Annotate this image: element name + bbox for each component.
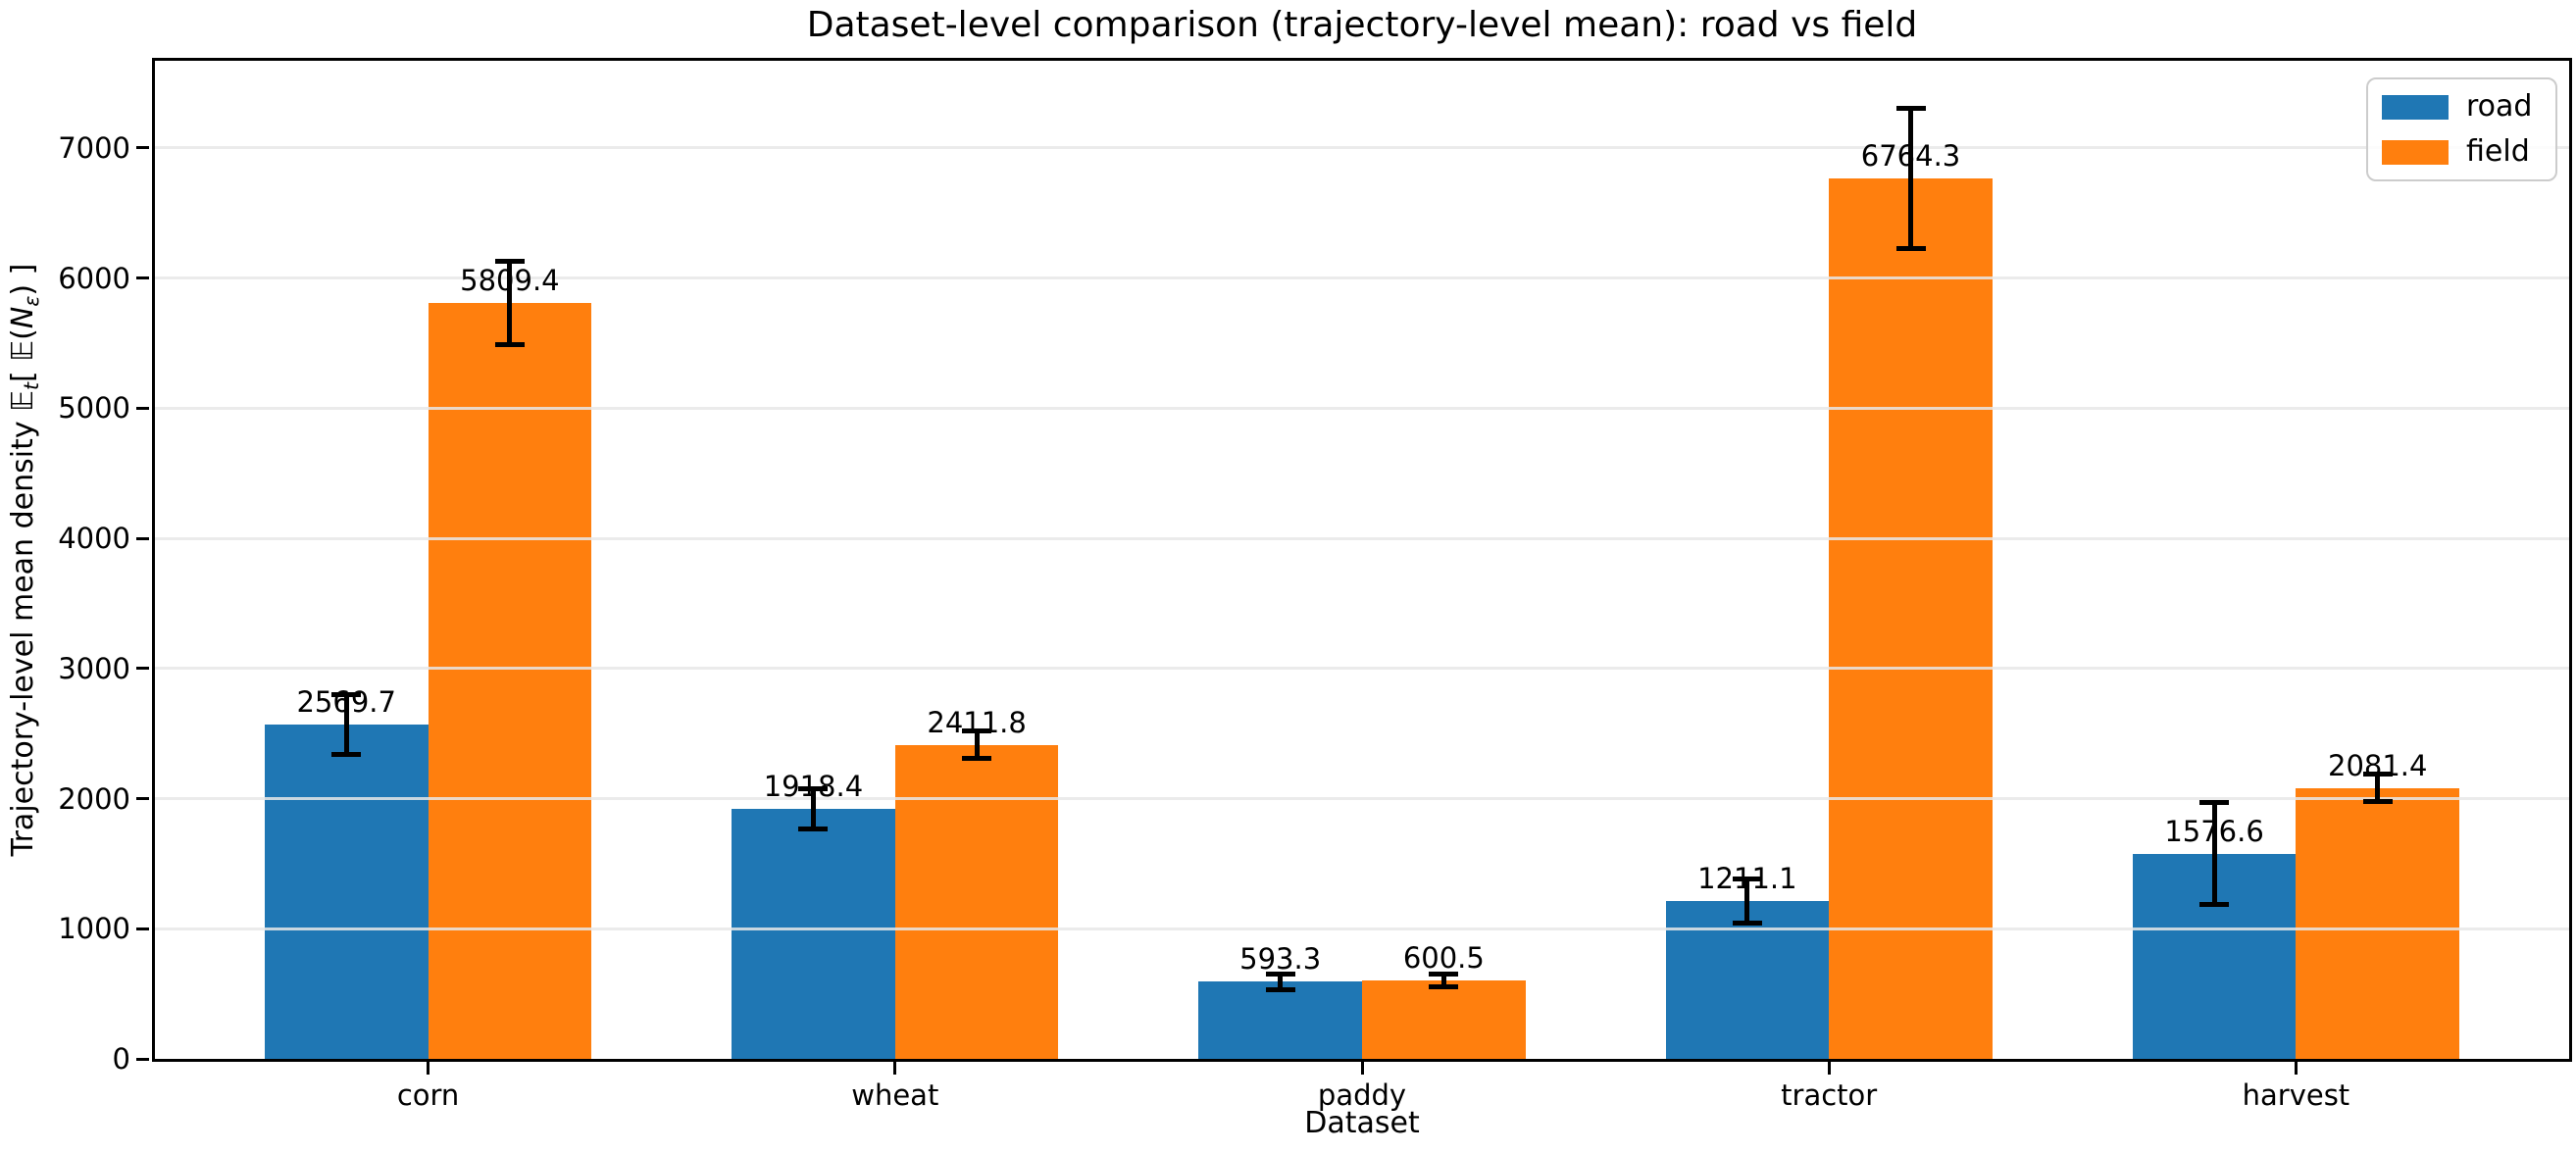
error-bar-cap-bottom-field-paddy [1429, 984, 1459, 990]
x-tick-label-tractor: tractor [1781, 1078, 1878, 1112]
y-axis-label-segment: ( [6, 328, 41, 340]
error-bar-road-tractor [1744, 878, 1750, 924]
y-tick-mark-5000 [136, 406, 149, 410]
x-tick-label-harvest: harvest [2242, 1078, 2350, 1112]
error-bar-cap-bottom-field-corn [494, 341, 525, 347]
x-tick-label-paddy: paddy [1317, 1078, 1407, 1112]
y-axis-label: Trajectory-level mean density 𝔼t[ 𝔼(Nε) … [6, 264, 49, 857]
legend-swatch-field [2382, 139, 2449, 165]
legend-entry-field: field [2382, 136, 2542, 168]
legend-swatch-road [2382, 94, 2449, 120]
y-axis-label-segment: N [6, 306, 41, 329]
error-bar-cap-top-road-harvest [2199, 800, 2230, 806]
bar-field-harvest [2296, 787, 2460, 1059]
value-label-road-wheat: 1918.4 [763, 770, 864, 804]
error-bar-cap-bottom-road-tractor [1732, 921, 1762, 927]
y-tick-label-0: 0 [112, 1042, 130, 1076]
y-tick-label-1000: 1000 [58, 912, 130, 946]
legend-entry-road: road [2382, 91, 2542, 123]
error-bar-cap-bottom-field-wheat [962, 756, 992, 762]
error-bar-field-harvest [2375, 774, 2381, 802]
error-bar-cap-top-road-corn [331, 691, 362, 697]
x-tick-mark-paddy [1360, 1062, 1364, 1075]
plot-area: 0 1000 2000 3000 4000 5000 6000 7000 corn wheat pa… [58, 58, 2572, 1112]
error-bar-cap-bottom-road-harvest [2199, 902, 2230, 907]
error-bar-road-corn [343, 694, 349, 755]
value-label-field-corn: 5809.4 [460, 263, 560, 297]
bar-road-wheat [732, 809, 895, 1059]
y-gridline-1000 [155, 927, 2569, 930]
x-tick-mark-tractor [1827, 1062, 1831, 1075]
error-bar-field-wheat [974, 730, 980, 759]
chart-title: Dataset-level comparison (trajectory-lev… [806, 5, 1918, 45]
error-bar-field-tractor [1908, 108, 1914, 249]
x-tick-mark-harvest [2294, 1062, 2298, 1075]
value-label-road-harvest: 1576.6 [2164, 814, 2264, 848]
error-bar-cap-bottom-field-harvest [2362, 799, 2393, 805]
error-bar-cap-bottom-road-wheat [798, 827, 829, 832]
y-axis-label-segment: ε [19, 295, 43, 307]
y-tick-mark-2000 [136, 797, 149, 801]
y-gridline-7000 [155, 146, 2569, 150]
error-bar-cap-top-field-harvest [2362, 772, 2393, 777]
error-bar-cap-bottom-field-tractor [1895, 246, 1926, 252]
y-tick-mark-0 [136, 1057, 149, 1061]
y-gridline-5000 [155, 406, 2569, 410]
value-label-road-corn: 2569.7 [296, 684, 396, 719]
value-label-field-paddy: 600.5 [1402, 941, 1485, 976]
error-bar-cap-top-field-corn [494, 258, 525, 264]
y-gridline-3000 [155, 667, 2569, 671]
error-bar-cap-top-field-wheat [962, 728, 992, 734]
error-bar-road-paddy [1278, 974, 1284, 990]
y-tick-label-3000: 3000 [58, 651, 130, 685]
legend: road field [2366, 77, 2557, 181]
error-bar-cap-top-road-tractor [1732, 877, 1762, 882]
y-tick-label-5000: 5000 [58, 391, 130, 426]
value-label-field-wheat: 2411.8 [927, 705, 1027, 739]
x-tick-mark-corn [427, 1062, 430, 1075]
y-axis-label-segment: t [19, 381, 43, 390]
error-bar-cap-top-field-tractor [1895, 106, 1926, 112]
bar-road-paddy [1198, 981, 1362, 1059]
error-bar-road-harvest [2211, 802, 2217, 905]
bar-road-corn [264, 724, 429, 1059]
y-tick-mark-3000 [136, 667, 149, 671]
y-tick-label-6000: 6000 [58, 261, 130, 295]
y-tick-mark-7000 [136, 146, 149, 150]
y-tick-mark-1000 [136, 927, 149, 930]
legend-label-field: field [2466, 134, 2530, 169]
y-tick-label-7000: 7000 [58, 130, 130, 165]
y-gridline-4000 [155, 536, 2569, 540]
y-tick-label-4000: 4000 [58, 522, 130, 556]
y-axis-label-segment: [ [6, 361, 41, 382]
y-tick-mark-4000 [136, 536, 149, 540]
value-label-road-tractor: 1211.1 [1697, 862, 1797, 896]
error-bar-cap-top-field-paddy [1429, 972, 1459, 978]
value-label-road-paddy: 593.3 [1239, 942, 1322, 977]
y-gridline-2000 [155, 797, 2569, 801]
y-axis-label-segment: 𝔼 [6, 339, 41, 362]
value-label-field-harvest: 2081.4 [2328, 748, 2428, 782]
x-tick-label-corn: corn [396, 1078, 460, 1112]
y-tick-label-2000: 2000 [58, 781, 130, 816]
error-bar-field-paddy [1440, 974, 1446, 987]
bar-field-paddy [1362, 980, 1526, 1059]
error-bar-field-corn [507, 261, 513, 345]
value-label-field-tractor: 6764.3 [1860, 139, 1961, 174]
error-bar-cap-bottom-road-paddy [1265, 986, 1295, 992]
y-tick-mark-6000 [136, 276, 149, 280]
error-bar-cap-top-road-wheat [798, 786, 829, 792]
error-bar-cap-top-road-paddy [1265, 971, 1295, 977]
bar-field-tractor [1829, 178, 1993, 1059]
error-bar-road-wheat [810, 788, 816, 829]
y-gridline-6000 [155, 276, 2569, 280]
x-tick-label-wheat: wheat [851, 1078, 939, 1112]
legend-label-road: road [2466, 89, 2533, 124]
x-axis-label: Dataset [1304, 1106, 1420, 1140]
error-bar-cap-bottom-road-corn [331, 751, 362, 757]
bar-field-corn [428, 302, 592, 1059]
x-tick-mark-wheat [893, 1062, 897, 1075]
